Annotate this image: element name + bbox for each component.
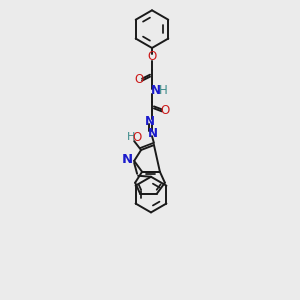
Text: O: O — [160, 104, 170, 117]
Text: O: O — [134, 73, 144, 86]
Text: N: N — [151, 84, 161, 97]
Text: O: O — [147, 50, 157, 63]
Text: N: N — [122, 153, 133, 167]
Text: N: N — [148, 127, 158, 140]
Text: O: O — [133, 130, 142, 144]
Text: H: H — [158, 84, 167, 97]
Text: H: H — [127, 132, 135, 142]
Text: N: N — [145, 115, 155, 128]
